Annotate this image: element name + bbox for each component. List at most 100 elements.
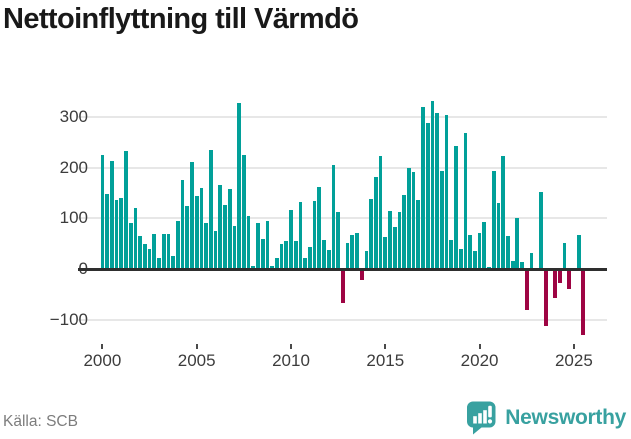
- y-axis-label: 200: [59, 157, 88, 177]
- x-axis-label: 2020: [460, 351, 499, 370]
- bar: [458, 249, 463, 269]
- bar: [109, 161, 114, 269]
- bar: [515, 217, 520, 269]
- bar: [213, 230, 218, 269]
- zero-line: [78, 267, 607, 271]
- bar: [241, 154, 246, 269]
- bar: [307, 246, 312, 269]
- bar: [260, 239, 265, 269]
- bar: [114, 199, 119, 269]
- bar: [496, 203, 501, 269]
- bar: [468, 235, 473, 269]
- bar: [439, 171, 444, 269]
- bar: [289, 210, 293, 269]
- bar: [175, 220, 180, 269]
- bar: [265, 220, 270, 269]
- bar: [345, 243, 350, 269]
- bar: [303, 258, 308, 269]
- x-axis-label: 2005: [177, 351, 216, 370]
- bar: [355, 232, 359, 269]
- bar: [543, 269, 548, 327]
- bar: [388, 211, 392, 269]
- newsworthy-logo-icon: [467, 401, 496, 435]
- bar: [100, 154, 105, 269]
- x-axis-label: 2010: [272, 351, 310, 370]
- newsworthy-logo: Newsworthy: [466, 401, 626, 435]
- bar: [138, 236, 143, 269]
- x-axis-label: 2000: [83, 351, 122, 370]
- bar: [133, 208, 138, 269]
- bar: [128, 223, 133, 269]
- bar: [208, 149, 213, 269]
- newsworthy-wordmark: Newsworthy: [505, 406, 626, 429]
- bar: [350, 235, 355, 269]
- bar: [218, 184, 223, 269]
- bar: [161, 233, 166, 269]
- bar: [190, 161, 194, 269]
- bar: [576, 235, 581, 269]
- bar: [279, 244, 284, 269]
- bar: [232, 225, 237, 269]
- bar: [331, 165, 336, 269]
- source-label: Källa: SCB: [3, 413, 78, 430]
- bar: [416, 200, 421, 269]
- x-tick: [478, 344, 481, 349]
- bar: [185, 206, 190, 269]
- bar: [336, 212, 341, 269]
- bar: [256, 223, 260, 269]
- bar: [142, 243, 147, 269]
- bar: [171, 255, 176, 269]
- bar: [383, 236, 388, 269]
- gridline: [78, 217, 607, 220]
- bar: [298, 201, 303, 269]
- bar: [482, 221, 487, 269]
- bar: [124, 151, 128, 269]
- bar: [501, 156, 506, 269]
- bar: [444, 114, 449, 269]
- gridline: [78, 115, 607, 118]
- x-tick: [572, 344, 575, 349]
- bar: [147, 248, 152, 269]
- bar: [284, 241, 289, 269]
- bar: [157, 257, 161, 269]
- gridline: [78, 318, 607, 321]
- bar: [293, 241, 298, 269]
- bar: [364, 250, 369, 269]
- bar: [562, 242, 567, 269]
- bar: [270, 265, 275, 269]
- gridline: [78, 166, 607, 169]
- x-tick: [290, 344, 292, 349]
- bar: [369, 199, 374, 269]
- bar: [119, 198, 124, 269]
- bar: [411, 171, 416, 269]
- bar: [274, 258, 279, 269]
- bar: [152, 233, 157, 269]
- bar: [472, 250, 477, 269]
- bar: [223, 205, 227, 269]
- bar: [105, 194, 109, 269]
- bar: [194, 196, 199, 269]
- x-tick: [195, 344, 198, 349]
- bar: [317, 186, 322, 269]
- bar: [421, 106, 425, 269]
- bar: [402, 195, 407, 269]
- y-axis-label: −100: [49, 309, 88, 329]
- bar: [180, 179, 185, 269]
- bar: [392, 227, 397, 269]
- bar: [246, 215, 251, 269]
- bar: [199, 187, 204, 269]
- bar: [251, 265, 256, 269]
- bar: [505, 236, 510, 269]
- y-axis-label: 300: [59, 106, 88, 126]
- bar: [538, 192, 543, 269]
- bar: [378, 156, 383, 269]
- x-axis-label: 2025: [554, 351, 593, 370]
- bar: [435, 113, 440, 269]
- bar: [406, 167, 411, 269]
- bar: [340, 269, 345, 304]
- bar: [312, 201, 317, 269]
- y-axis-label: 100: [59, 208, 88, 228]
- x-axis-label: 2015: [366, 351, 405, 370]
- bar: [449, 240, 454, 269]
